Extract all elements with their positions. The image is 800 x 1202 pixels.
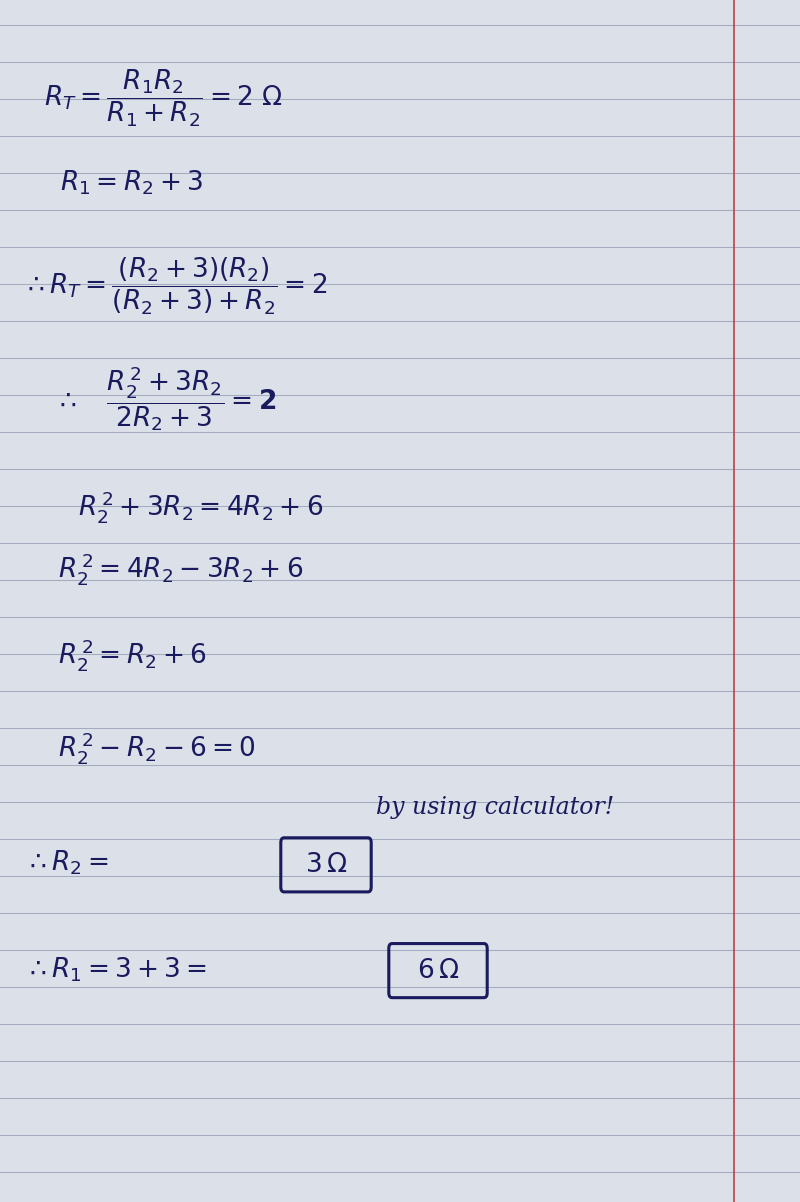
Text: $6\,\Omega$: $6\,\Omega$ [417,958,459,983]
Text: $\therefore R_T = \dfrac{(R_2+3)(R_2)}{(R_2+3)+R_2} = 2$: $\therefore R_T = \dfrac{(R_2+3)(R_2)}{(… [22,256,328,316]
Text: $\therefore \quad \dfrac{R_2^{\,2} + 3R_2}{2R_2+3} = \mathbf{2}$: $\therefore \quad \dfrac{R_2^{\,2} + 3R_… [54,364,277,434]
Text: $R_2^{\,2} + 3R_2 = 4R_2 + 6$: $R_2^{\,2} + 3R_2 = 4R_2 + 6$ [78,489,324,525]
Text: $R_2^{\,2} = R_2 + 6$: $R_2^{\,2} = R_2 + 6$ [58,637,207,673]
Text: $3\,\Omega$: $3\,\Omega$ [305,852,347,877]
Text: $R_T = \dfrac{R_1 R_2}{R_1 + R_2} = 2\ \Omega$: $R_T = \dfrac{R_1 R_2}{R_1 + R_2} = 2\ \… [44,69,283,129]
Text: $\therefore R_2 = $: $\therefore R_2 = $ [24,849,108,877]
Text: $R_2^{\,2} = 4R_2 - 3R_2 + 6$: $R_2^{\,2} = 4R_2 - 3R_2 + 6$ [58,551,304,587]
Text: $R_2^{\,2} - R_2 - 6 = 0$: $R_2^{\,2} - R_2 - 6 = 0$ [58,730,256,766]
Text: by using calculator!: by using calculator! [376,796,614,820]
Text: $R_1 = R_2 + 3$: $R_1 = R_2 + 3$ [60,168,203,197]
Text: $\therefore R_1 = 3 + 3 = $: $\therefore R_1 = 3 + 3 = $ [24,956,206,984]
